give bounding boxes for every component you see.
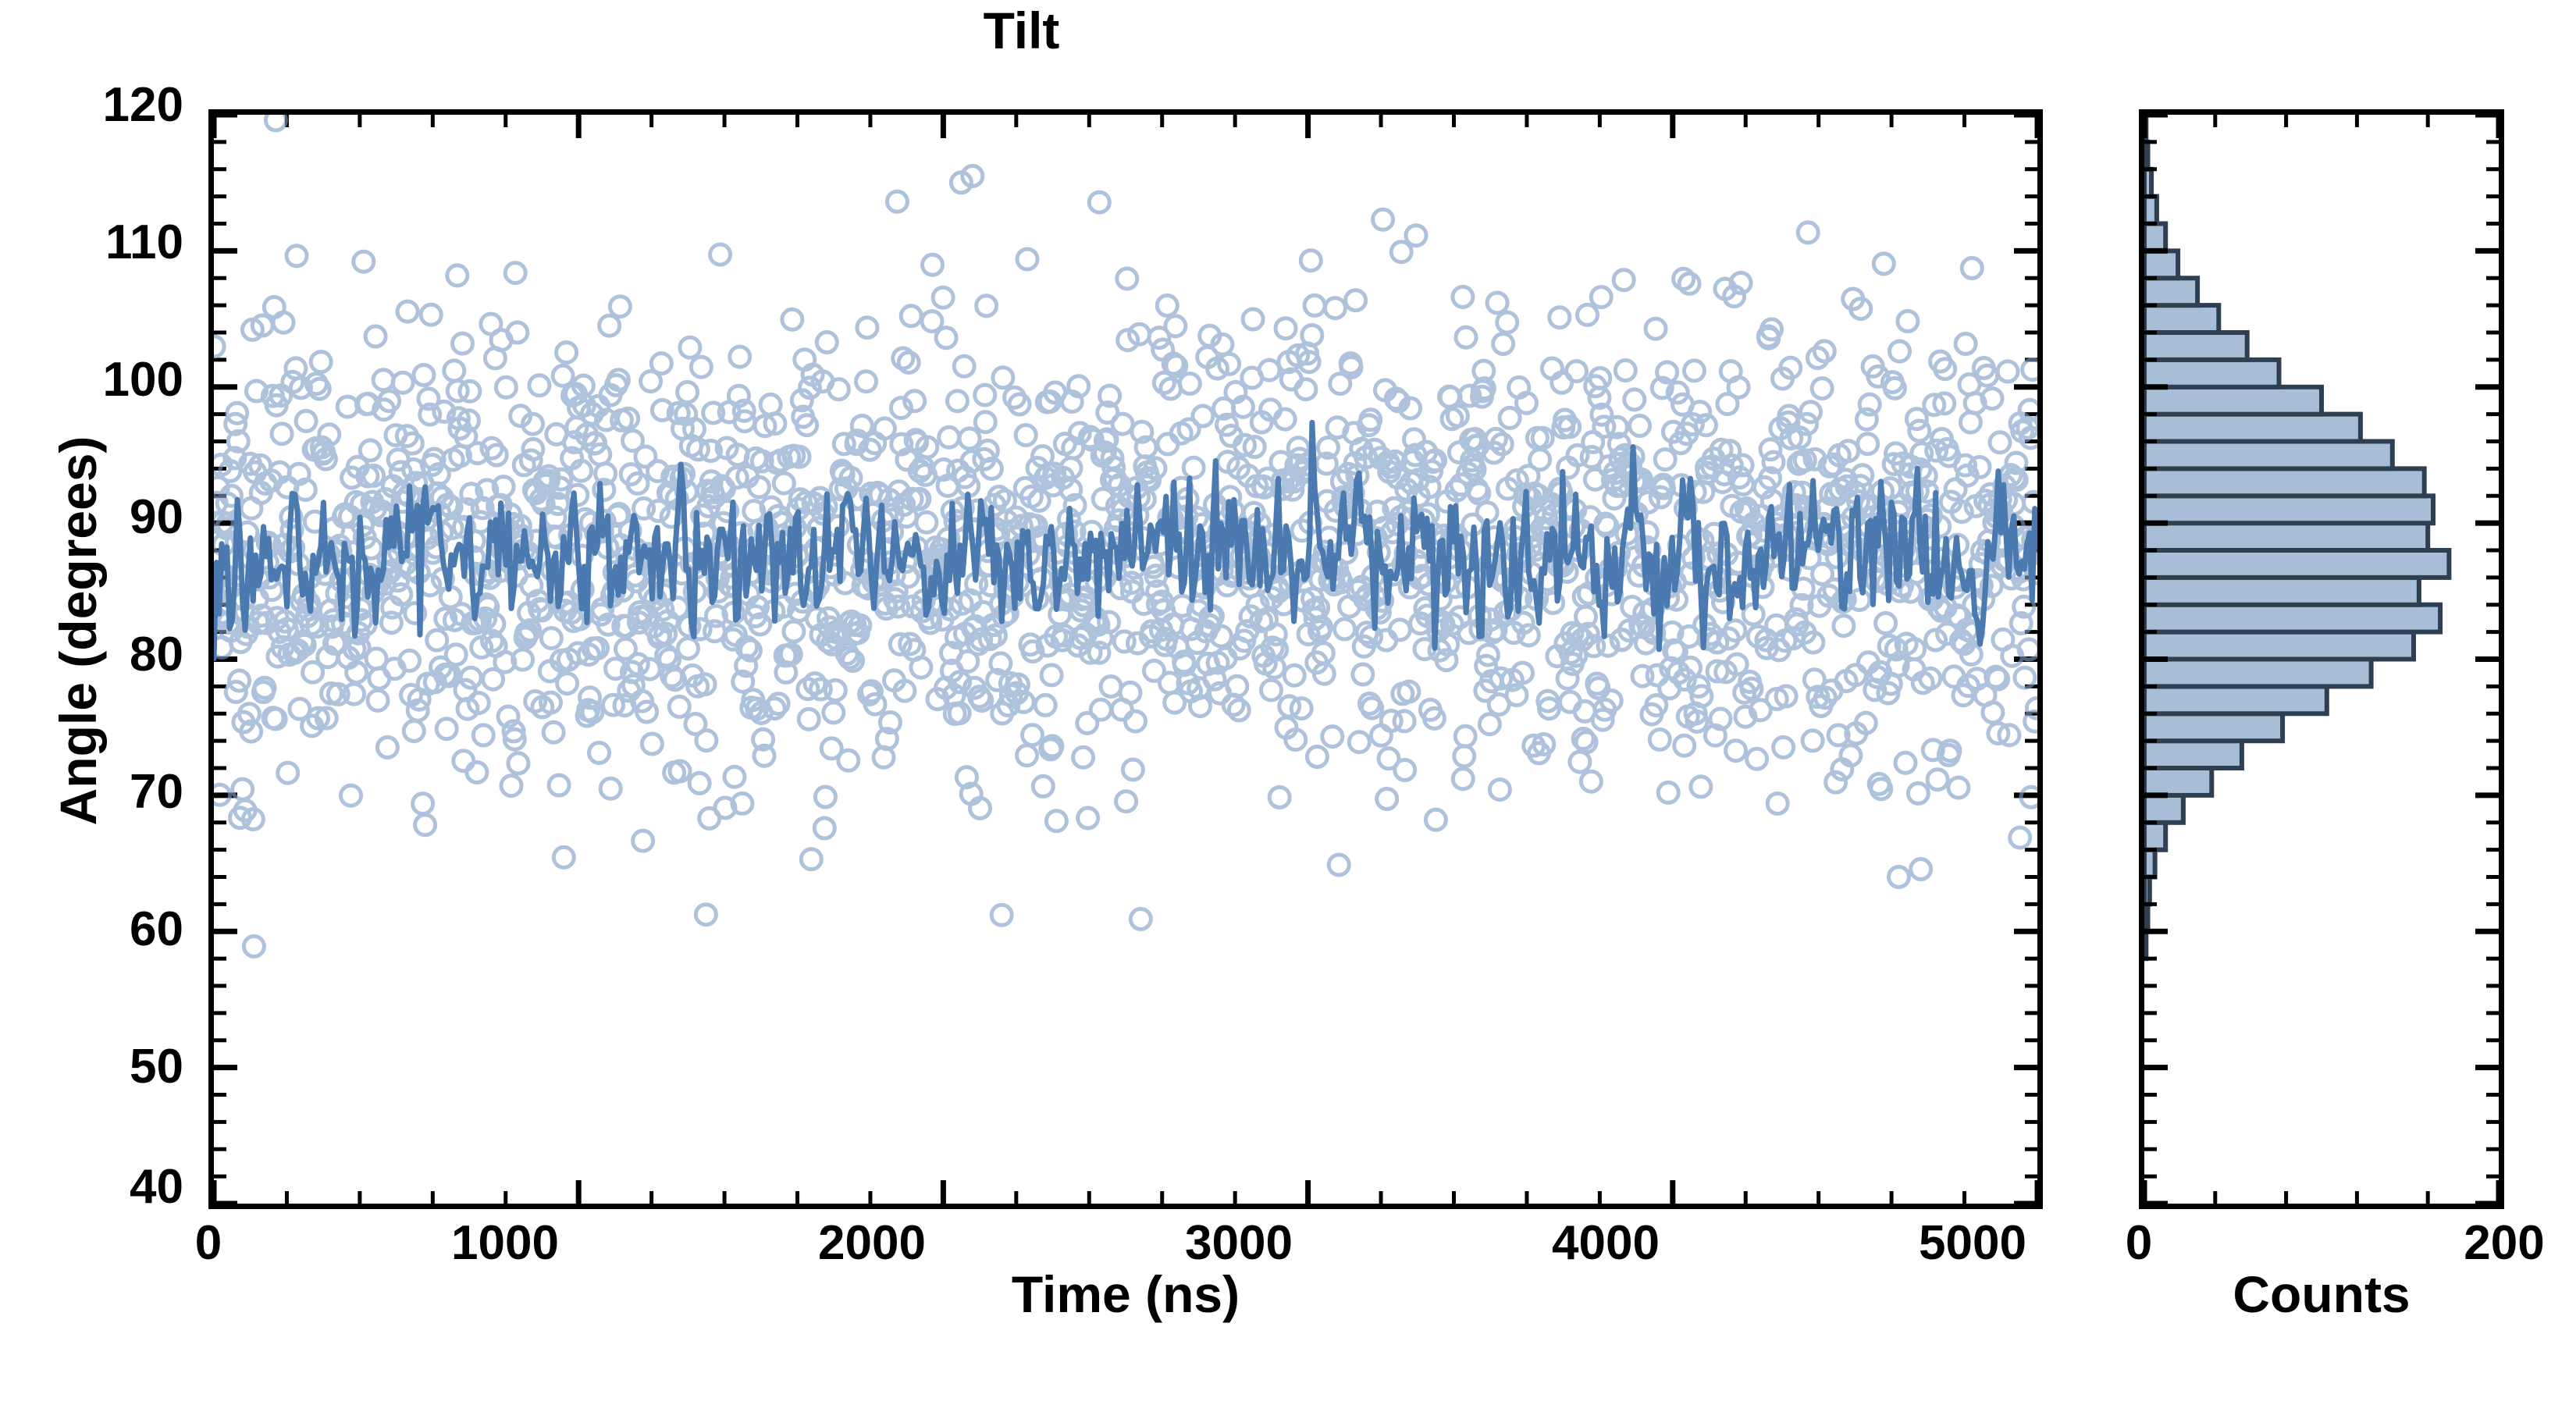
y-tick-label-120: 120	[102, 78, 183, 132]
histogram-bar	[2144, 194, 2159, 226]
histogram-bar	[2144, 629, 2416, 662]
histogram-bar	[2144, 574, 2421, 607]
histogram-bar	[2144, 493, 2435, 526]
y-tick-label-70: 70	[130, 765, 183, 819]
y-tick-label-90: 90	[130, 490, 183, 544]
hist-x-axis-label: Counts	[2233, 1265, 2411, 1323]
histogram-bar	[2144, 656, 2374, 689]
histogram-bar	[2144, 874, 2152, 907]
histogram-bar	[2144, 439, 2395, 471]
y-tick-label-100: 100	[102, 353, 183, 407]
histogram-bar	[2144, 766, 2215, 798]
histogram-bar	[2144, 221, 2169, 254]
x-tick-label-4000: 4000	[1552, 1216, 1660, 1270]
x-tick-label-3000: 3000	[1185, 1216, 1293, 1270]
x-tick-label-2000: 2000	[818, 1216, 926, 1270]
histogram-bar	[2144, 711, 2286, 744]
y-tick-label-80: 80	[130, 628, 183, 681]
histogram-bar	[2144, 330, 2250, 362]
histogram-panel	[2139, 109, 2504, 1209]
histogram-bar	[2144, 548, 2452, 580]
histogram-bar	[2144, 384, 2324, 417]
histogram-bar	[2144, 684, 2329, 717]
histogram-bar	[2144, 820, 2169, 852]
histogram-bar	[2144, 411, 2363, 444]
x-tick-label-1000: 1000	[451, 1216, 559, 1270]
x-tick-label-5000: 5000	[1919, 1216, 2026, 1270]
main-plot-canvas	[214, 115, 2037, 1204]
histogram-canvas	[2144, 115, 2499, 1204]
hist-x-tick-label-0: 0	[2125, 1216, 2153, 1270]
histogram-bar	[2144, 847, 2158, 880]
y-tick-label-50: 50	[130, 1040, 183, 1094]
histogram-bar	[2144, 738, 2244, 770]
histogram-bar	[2144, 521, 2431, 553]
histogram-bar	[2144, 929, 2149, 962]
histogram-bar	[2144, 902, 2151, 934]
histogram-bar	[2144, 357, 2282, 389]
histogram-bar	[2144, 303, 2222, 336]
y-tick-label-60: 60	[130, 902, 183, 956]
histogram-bar	[2144, 602, 2443, 635]
main-plot-panel	[208, 109, 2043, 1209]
page-title: Tilt	[983, 2, 1060, 59]
histogram-bar	[2144, 248, 2181, 281]
histogram-bar	[2144, 139, 2151, 172]
histogram-bars	[2144, 115, 2452, 962]
y-tick-label-110: 110	[105, 215, 183, 269]
y-tick-label-40: 40	[130, 1160, 183, 1214]
histogram-bar	[2144, 466, 2427, 499]
x-tick-label-0: 0	[194, 1216, 222, 1270]
histogram-bar	[2144, 276, 2201, 308]
histogram-bar	[2144, 166, 2154, 199]
histogram-bar	[2144, 792, 2186, 825]
running-average-line	[214, 419, 2037, 662]
histogram-axis-ticks	[2144, 115, 2499, 1204]
hist-x-tick-label-200: 200	[2464, 1216, 2545, 1270]
main-axis-ticks	[214, 115, 2037, 1204]
x-axis-label: Time (ns)	[1011, 1265, 1240, 1323]
